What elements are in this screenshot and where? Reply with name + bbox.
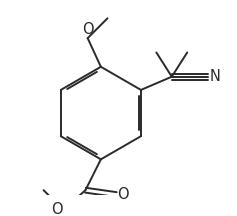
Text: N: N: [209, 69, 220, 84]
Text: O: O: [51, 202, 62, 216]
Text: O: O: [82, 22, 93, 37]
Text: O: O: [117, 187, 129, 202]
